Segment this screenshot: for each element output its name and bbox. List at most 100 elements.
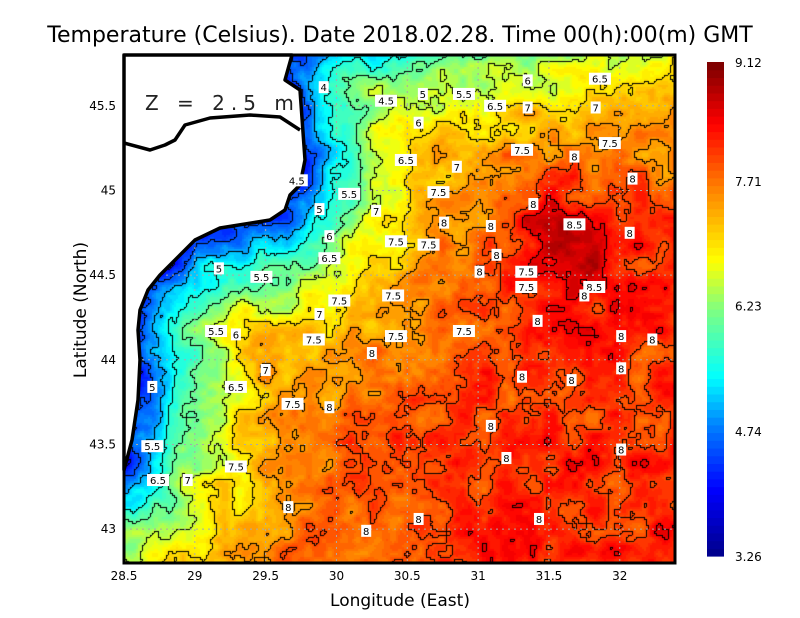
- colorbar-step: [707, 432, 724, 441]
- depth-label: Z = 2.5 m: [145, 91, 300, 115]
- colorbar-step: [707, 494, 724, 503]
- colorbar-step: [707, 540, 724, 549]
- contour-label: 8: [361, 524, 372, 538]
- contour-label: 8: [532, 314, 543, 328]
- svg-text:6: 6: [415, 119, 421, 130]
- y-tick-label: 44.5: [89, 268, 116, 282]
- colorbar-step: [707, 116, 724, 125]
- contour-label: 8: [624, 226, 635, 240]
- lagoon-coastline: [123, 113, 301, 152]
- colorbar-step: [707, 224, 724, 233]
- colorbar-step: [707, 208, 724, 217]
- svg-text:7.5: 7.5: [518, 268, 534, 279]
- contour-label: 8: [485, 419, 496, 433]
- colorbar-step: [707, 393, 724, 403]
- contour-label: 6.5: [484, 99, 507, 113]
- colorbar-step: [707, 146, 724, 156]
- svg-text:4: 4: [321, 83, 327, 94]
- colorbar-step: [707, 347, 724, 356]
- contour-label: 7: [590, 101, 601, 114]
- colorbar-step: [707, 486, 724, 495]
- colorbar-step: [707, 332, 724, 341]
- contour-label: 8: [324, 401, 335, 414]
- colorbar-step: [707, 100, 724, 109]
- y-tick-label: 45: [101, 183, 116, 197]
- colorbar-tick-label: 4.74: [735, 425, 762, 439]
- contour-label: 8: [616, 362, 627, 375]
- colorbar-step: [707, 447, 724, 457]
- contour-label: 4.5: [285, 174, 308, 187]
- y-tick-label: 45.5: [89, 99, 116, 113]
- svg-text:7.5: 7.5: [228, 462, 244, 473]
- x-tick-label: 31.5: [536, 569, 563, 583]
- colorbar-step: [707, 231, 724, 241]
- svg-text:8: 8: [629, 175, 635, 186]
- contour-label: 6: [324, 230, 335, 243]
- svg-text:5.5: 5.5: [456, 90, 472, 101]
- colorbar-step: [707, 401, 724, 410]
- colorbar-step: [707, 370, 724, 380]
- svg-text:8: 8: [488, 222, 494, 233]
- colorbar-step: [707, 417, 724, 426]
- colorbar-step: [707, 239, 724, 248]
- contour-label: 8: [366, 347, 377, 360]
- colorbar-step: [707, 478, 724, 488]
- x-tick-label: 29: [187, 569, 202, 583]
- figure-title: Temperature (Celsius). Date 2018.02.28. …: [46, 23, 753, 48]
- colorbar-step: [707, 185, 724, 194]
- svg-text:5.5: 5.5: [341, 190, 357, 201]
- svg-text:8: 8: [568, 376, 574, 387]
- contour-label: 5: [417, 87, 428, 101]
- contour-label: 7.5: [384, 330, 407, 343]
- svg-text:7.5: 7.5: [602, 139, 618, 150]
- svg-text:7.5: 7.5: [331, 297, 347, 308]
- land-coastline: [122, 53, 307, 472]
- colorbar-step: [707, 69, 724, 79]
- svg-text:8: 8: [618, 446, 624, 457]
- contour-label: 5: [314, 203, 325, 216]
- colorbar-step: [707, 85, 724, 94]
- svg-text:6.5: 6.5: [228, 383, 244, 394]
- svg-text:7: 7: [525, 103, 531, 114]
- svg-text:7.5: 7.5: [421, 241, 437, 252]
- colorbar-step: [707, 532, 724, 542]
- svg-text:7.5: 7.5: [456, 327, 472, 338]
- contour-label: 8: [569, 150, 580, 164]
- contour-label: 5.5: [250, 270, 273, 284]
- svg-text:7: 7: [592, 103, 598, 114]
- x-tick-label: 30: [329, 569, 344, 583]
- colorbar: [707, 62, 724, 557]
- y-tick-label: 43.5: [89, 437, 116, 451]
- contour-label: 8: [528, 198, 539, 211]
- svg-text:8: 8: [326, 403, 332, 414]
- svg-text:6.5: 6.5: [321, 254, 337, 265]
- contour-label: 5: [147, 380, 158, 394]
- svg-text:7.5: 7.5: [388, 332, 404, 343]
- colorbar-step: [707, 139, 724, 148]
- colorbar-tick-label: 3.26: [735, 550, 762, 564]
- svg-text:7.5: 7.5: [388, 237, 404, 248]
- colorbar-step: [707, 316, 724, 326]
- colorbar-step: [707, 378, 724, 387]
- contour-label: 6: [230, 328, 241, 341]
- svg-text:8: 8: [536, 515, 542, 526]
- colorbar-step: [707, 301, 724, 310]
- contour-label: 7: [314, 308, 325, 321]
- contour-label: 7: [451, 160, 462, 174]
- colorbar-step: [707, 424, 724, 434]
- svg-text:6.5: 6.5: [150, 476, 166, 487]
- colorbar-step: [707, 455, 724, 464]
- y-axis-label: Latitude (North): [71, 242, 91, 378]
- svg-text:8: 8: [285, 503, 291, 514]
- contour-label: 8: [491, 248, 502, 262]
- x-tick-label: 30.5: [394, 569, 421, 583]
- colorbar-step: [707, 324, 724, 333]
- colorbar-step: [707, 92, 724, 102]
- svg-text:8: 8: [441, 219, 447, 230]
- contour-label: 5: [213, 262, 224, 275]
- svg-text:8: 8: [649, 335, 655, 346]
- contour-label: 8: [413, 512, 424, 526]
- svg-text:4.5: 4.5: [378, 97, 394, 108]
